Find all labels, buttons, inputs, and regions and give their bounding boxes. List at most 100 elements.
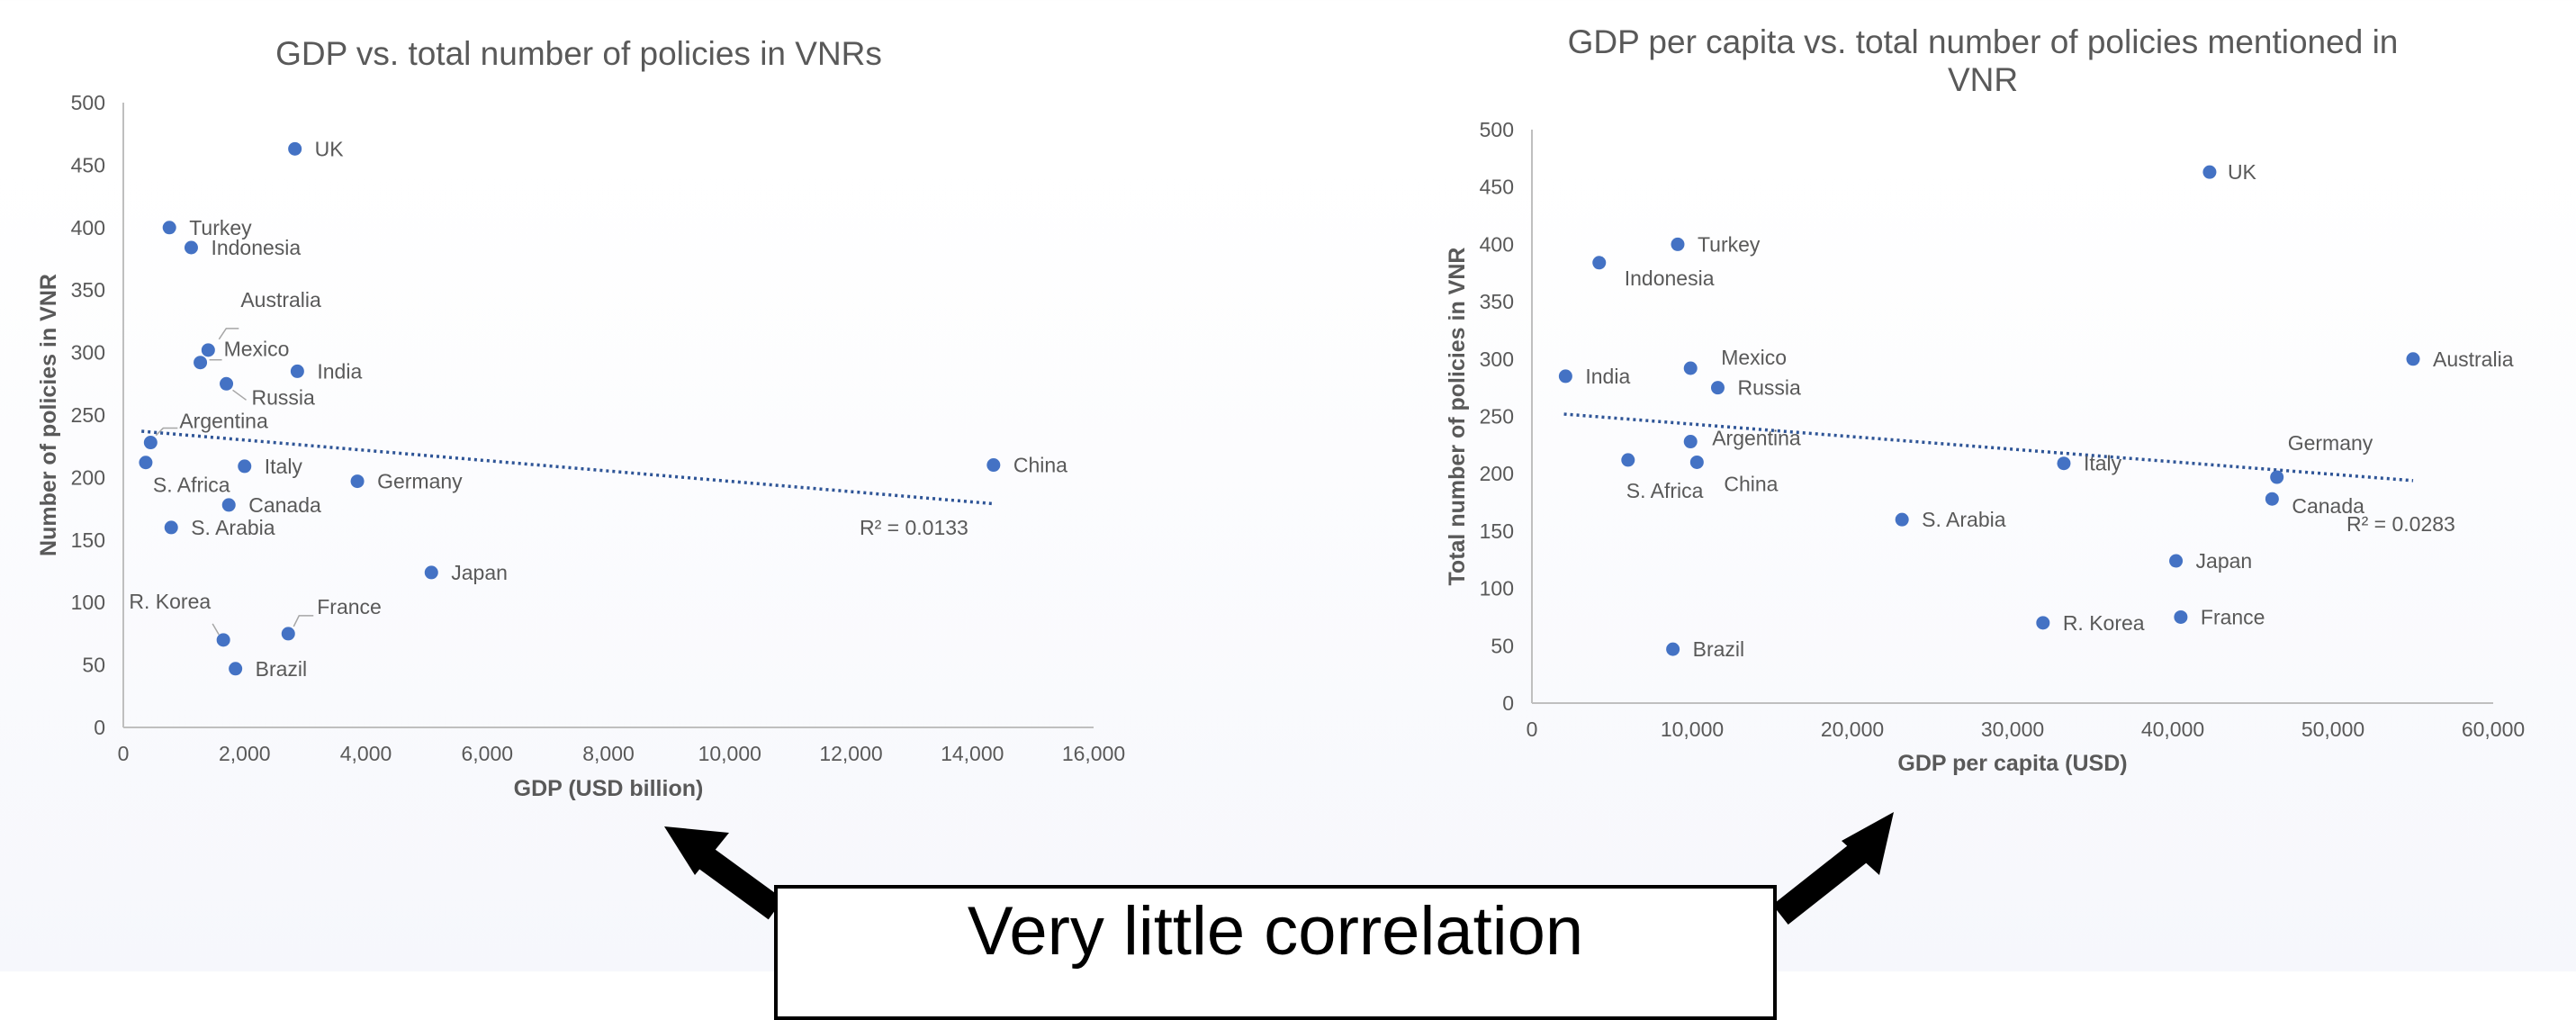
data-point [162,221,176,235]
y-axis-label: Number of policies in VNR [36,274,61,556]
data-label: S. Arabia [1922,508,2006,531]
gdp-per-capita-scatter-chart: GDP per capita vs. total number of polic… [1445,23,2525,776]
y-tick-label: 250 [71,403,105,427]
data-label: France [317,595,382,618]
data-point [201,343,215,357]
gdp-scatter-chart: GDP vs. total number of policies in VNRs… [36,35,1125,801]
data-label: Japan [2196,549,2253,573]
left-arrowhead [664,826,729,875]
data-label: Mexico [224,338,290,361]
x-tick-label: 30,000 [1981,718,2044,741]
y-tick-label: 500 [71,91,105,114]
data-point [194,356,208,370]
callout-arrows [664,812,1894,925]
x-tick-label: 2,000 [219,742,271,765]
data-label: Germany [2288,431,2373,455]
x-axis-label: GDP (USD billion) [514,776,704,801]
data-point [2057,456,2071,471]
y-tick-label: 150 [1480,519,1514,543]
x-tick-label: 50,000 [2301,718,2364,741]
y-tick-label: 350 [71,278,105,302]
data-point [139,456,153,470]
data-point [1621,453,1635,467]
right-arrow [1772,841,1869,925]
y-tick-label: 500 [1480,118,1514,141]
data-label: Russia [1737,376,1801,400]
data-label: R. Korea [2063,611,2145,635]
leader-line [155,427,178,437]
data-point [290,364,304,378]
y-tick-label: 450 [1480,176,1514,199]
data-label: S. Africa [153,474,230,497]
data-point [2202,165,2217,179]
data-point [1558,369,1572,384]
data-label: Japan [451,561,508,584]
data-point [2169,554,2184,568]
data-point [2265,492,2279,506]
data-point [1710,381,1725,395]
data-point [350,474,365,489]
data-label: Australia [240,288,321,311]
data-label: India [317,359,362,383]
y-tick-label: 100 [71,591,105,614]
charts-canvas: GDP vs. total number of policies in VNRs… [36,23,2525,925]
data-label: Argentina [179,410,268,433]
data-point [288,141,302,156]
data-point [986,458,1001,473]
data-label: Germany [377,470,463,493]
data-point [424,565,438,580]
data-label: Mexico [1721,346,1787,369]
x-tick-label: 8,000 [582,742,635,765]
data-label: Brazil [256,657,308,681]
data-point [220,376,234,391]
y-tick-label: 400 [1480,232,1514,256]
data-point [1592,256,1607,270]
y-tick-label: 50 [82,654,105,677]
data-point [1683,435,1698,449]
data-point [1689,455,1704,469]
slide: GDP vs. total number of policies in VNRs… [36,23,2525,1020]
y-tick-label: 200 [71,465,105,489]
r-squared-label: R² = 0.0283 [2346,512,2455,536]
y-tick-label: 250 [1480,405,1514,429]
data-point [164,520,178,535]
x-tick-label: 0 [118,742,130,765]
chart-title: GDP per capita vs. total number of polic… [1568,23,2399,60]
callout-text: Very little correlation [967,893,1584,970]
data-label: Brazil [1693,637,1745,661]
data-label: Canada [2292,494,2364,518]
leader-line [293,615,314,627]
data-point [143,436,158,450]
leader-line [218,328,239,340]
data-label: Canada [248,493,321,517]
data-point [229,662,243,676]
r-squared-label: R² = 0.0133 [860,516,968,539]
right-arrowhead [1842,812,1894,875]
data-point [1683,361,1698,375]
data-point [2174,609,2188,624]
data-point [221,498,236,512]
y-tick-label: 200 [1480,462,1514,485]
data-label: R. Korea [129,590,211,613]
data-point [216,633,230,647]
data-point [1895,512,1909,527]
x-tick-label: 12,000 [819,742,882,765]
x-tick-label: 4,000 [340,742,392,765]
x-tick-label: 10,000 [1661,718,1724,741]
y-tick-label: 300 [71,341,105,365]
chart-title: GDP vs. total number of policies in VNRs [275,35,882,72]
data-label: Russia [252,385,316,409]
y-axis-label: Total number of policies in VNR [1445,248,1470,586]
y-tick-label: 100 [1480,577,1514,600]
data-label: Italy [2084,452,2122,475]
data-label: Argentina [1712,427,1801,450]
x-tick-label: 14,000 [941,742,1004,765]
data-point [2270,470,2284,484]
x-tick-label: 10,000 [698,742,761,765]
y-tick-label: 300 [1480,348,1514,371]
y-tick-label: 450 [71,153,105,176]
x-tick-label: 20,000 [1821,718,1884,741]
leader-line [232,389,247,401]
data-label: France [2201,605,2265,628]
data-label: Italy [265,455,303,478]
